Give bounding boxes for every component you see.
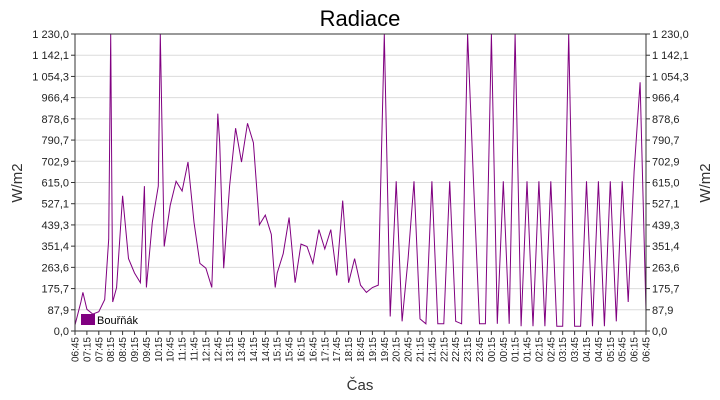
y-tick-label-left: 1 142,1 <box>32 50 69 62</box>
x-tick-label: 21:15 <box>415 337 426 362</box>
x-tick-label: 01:45 <box>523 337 534 362</box>
y-tick-label-right: 966,4 <box>652 93 680 105</box>
y-tick-label-left: 351,4 <box>41 241 69 253</box>
x-tick-label: 23:15 <box>463 337 474 362</box>
legend: Bouřňák <box>81 314 138 327</box>
legend-swatch <box>81 314 95 325</box>
series-layer <box>74 33 647 327</box>
x-tick-label: 16:15 <box>297 337 308 362</box>
y-tick-label-right: 615,0 <box>652 178 680 190</box>
x-tick-label: 18:45 <box>356 337 367 362</box>
y-tick-label-right: 175,7 <box>652 284 680 296</box>
y-tick-label-left: 527,1 <box>41 199 69 211</box>
x-tick-label: 10:15 <box>154 337 165 362</box>
x-tick-label: 21:45 <box>427 337 438 362</box>
y-tick-label-left: 263,6 <box>41 262 69 274</box>
x-tick-label: 05:15 <box>606 337 617 362</box>
y-axis-title-right: W/m2 <box>697 163 714 202</box>
x-tick-label: 11:15 <box>178 337 189 362</box>
y-tick-label-left: 790,7 <box>41 135 69 147</box>
y-tick-label-right: 439,3 <box>652 220 680 232</box>
x-tick-label: 19:15 <box>368 337 379 362</box>
x-tick-label: 23:45 <box>475 337 486 362</box>
x-tick-label: 08:15 <box>106 337 117 362</box>
x-tick-label: 13:45 <box>237 337 248 362</box>
x-tick-label: 13:15 <box>225 337 236 362</box>
x-tick-label: 12:15 <box>201 337 212 362</box>
x-tick-label: 06:45 <box>71 337 82 362</box>
x-tick-label: 00:15 <box>487 337 498 362</box>
y-tick-label-right: 0,0 <box>652 326 667 338</box>
x-tick-label: 22:15 <box>439 337 450 362</box>
x-tick-label: 14:45 <box>261 337 272 362</box>
y-tick-label-left: 1 230,0 <box>32 29 69 41</box>
chart-title: Radiace <box>320 6 401 31</box>
y-tick-label-left: 0,0 <box>54 326 69 338</box>
y-tick-label-left: 966,4 <box>41 93 69 105</box>
x-tick-label: 11:45 <box>189 337 200 362</box>
x-tick-label: 05:45 <box>618 337 629 362</box>
x-tick-label: 17:45 <box>332 337 343 362</box>
y-tick-label-right: 790,7 <box>652 135 680 147</box>
x-tick-label: 07:15 <box>82 337 93 362</box>
x-tick-label: 18:15 <box>344 337 355 362</box>
x-axis-title: Čas <box>347 377 374 394</box>
x-tick-label: 04:15 <box>582 337 593 362</box>
x-tick-label: 02:45 <box>546 337 557 362</box>
y-tick-label-right: 1 142,1 <box>652 50 689 62</box>
x-tick-label: 19:45 <box>380 337 391 362</box>
y-tick-label-left: 615,0 <box>41 178 69 190</box>
x-tick-label: 09:15 <box>130 337 141 362</box>
x-tick-label: 17:15 <box>320 337 331 362</box>
series-line <box>74 33 647 327</box>
x-tick-label: 01:15 <box>511 337 522 362</box>
y-tick-label-right: 527,1 <box>652 199 680 211</box>
x-tick-label: 03:15 <box>558 337 569 362</box>
x-tick-label: 06:15 <box>630 337 641 362</box>
y-tick-label-right: 702,9 <box>652 156 680 168</box>
y-tick-label-left: 702,9 <box>41 156 69 168</box>
y-tick-label-right: 878,6 <box>652 114 680 126</box>
axis-ticks: 0,0 0,0 87,9 87,9 175,7 175,7 263,6 263,6 351,4 3… <box>32 29 688 362</box>
y-tick-label-left: 1 054,3 <box>32 71 69 83</box>
y-tick-label-right: 351,4 <box>652 241 680 253</box>
y-tick-label-right: 1 230,0 <box>652 29 689 41</box>
y-tick-label-right: 263,6 <box>652 262 680 274</box>
y-tick-label-left: 878,6 <box>41 114 69 126</box>
x-tick-label: 16:45 <box>308 337 319 362</box>
y-tick-label-left: 439,3 <box>41 220 69 232</box>
y-tick-label-right: 87,9 <box>652 305 673 317</box>
y-axis-title-left: W/m2 <box>9 163 26 202</box>
y-tick-label-left: 87,9 <box>48 305 69 317</box>
x-tick-label: 02:15 <box>534 337 545 362</box>
y-tick-label-right: 1 054,3 <box>652 71 689 83</box>
y-tick-label-left: 175,7 <box>41 284 69 296</box>
grid <box>75 54 646 311</box>
legend-label: Bouřňák <box>97 315 138 327</box>
x-tick-label: 14:15 <box>249 337 260 362</box>
x-tick-label: 15:15 <box>273 337 284 362</box>
x-tick-label: 12:45 <box>213 337 224 362</box>
x-tick-label: 09:45 <box>142 337 153 362</box>
x-tick-label: 22:45 <box>451 337 462 362</box>
x-tick-label: 20:45 <box>404 337 415 362</box>
plot-frame <box>74 33 647 332</box>
x-tick-label: 03:45 <box>570 337 581 362</box>
x-tick-label: 04:45 <box>594 337 605 362</box>
x-tick-label: 20:15 <box>392 337 403 362</box>
x-tick-label: 00:45 <box>499 337 510 362</box>
x-tick-label: 08:45 <box>118 337 129 362</box>
x-tick-label: 06:45 <box>642 337 653 362</box>
x-tick-label: 15:45 <box>285 337 296 362</box>
x-tick-label: 07:45 <box>94 337 105 362</box>
x-tick-label: 10:45 <box>166 337 177 362</box>
